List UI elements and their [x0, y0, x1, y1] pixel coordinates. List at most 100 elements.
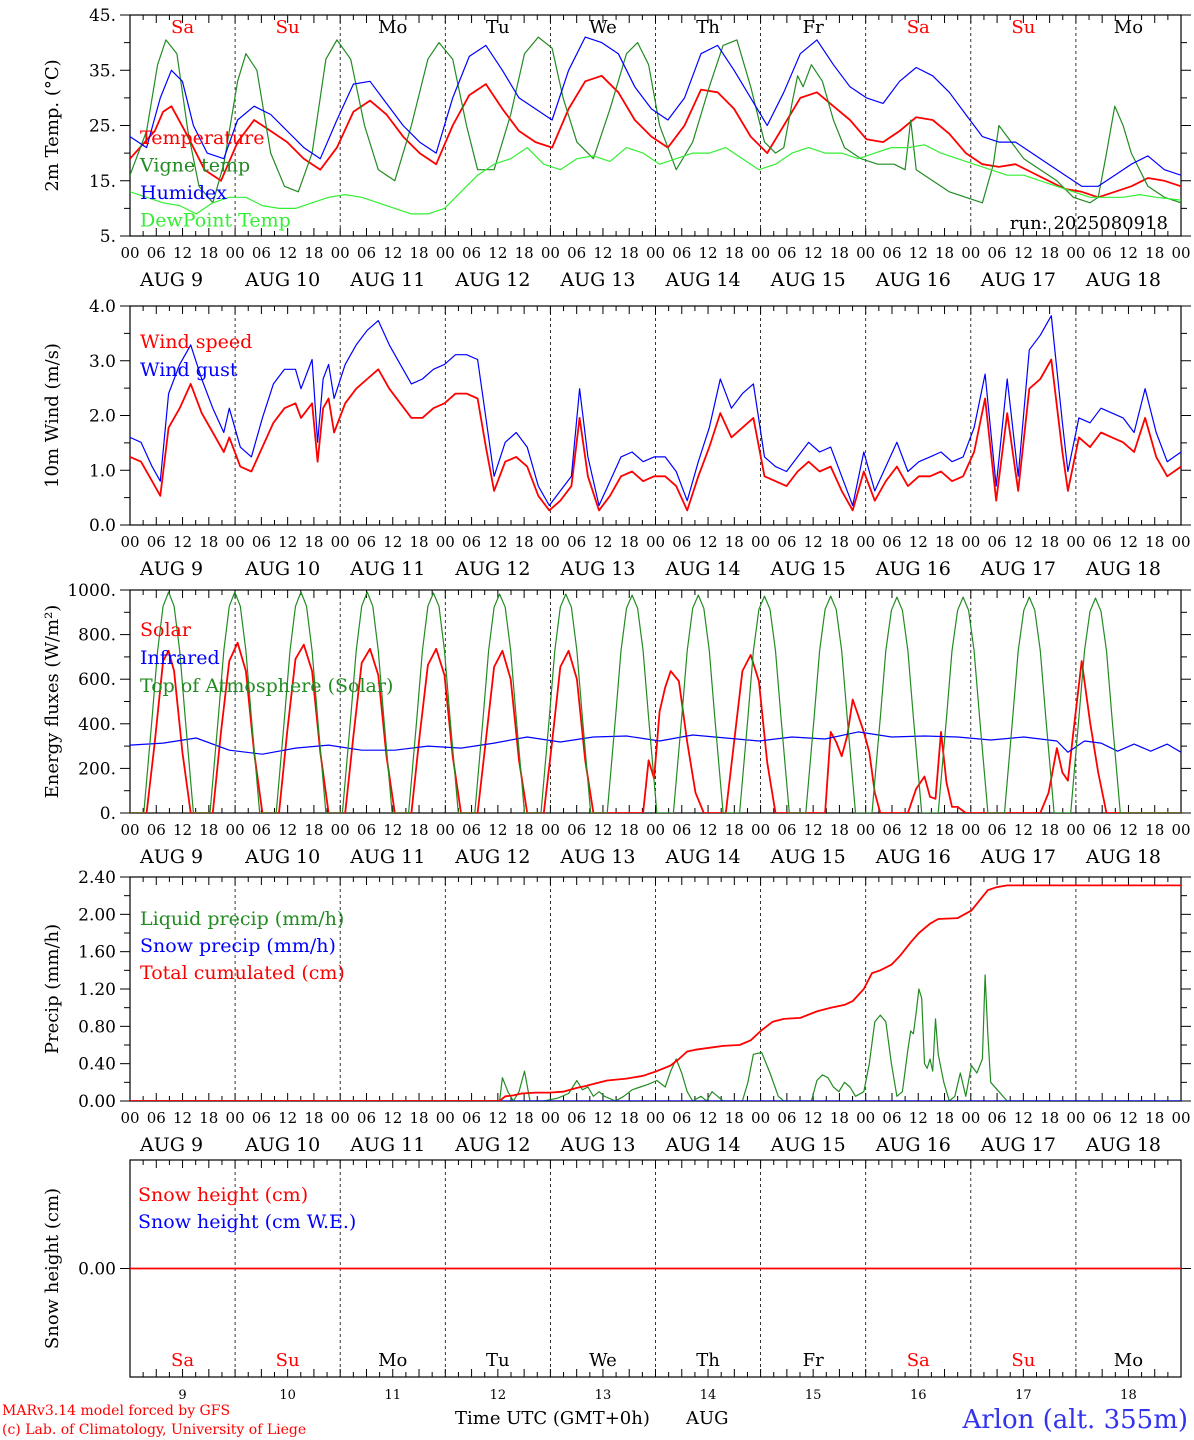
panel-4: 0.00 0.40 0.80 1.20 1.60 2.00 2.40 Precip (mm/h… — [42, 868, 1191, 1156]
x-hour-label: 18 — [1040, 1109, 1059, 1127]
y-tick-label: 2.40 — [78, 868, 116, 888]
date-number-label: 18 — [1120, 1388, 1137, 1403]
x-date-label: AUG 14 — [665, 269, 741, 291]
y-axis-label: Snow height (cm) — [42, 1188, 63, 1349]
x-hour-label: 18 — [1040, 821, 1059, 839]
date-number-label: 13 — [595, 1388, 612, 1403]
x-date-label: AUG 9 — [139, 846, 203, 868]
x-hour-label: 06 — [567, 821, 586, 839]
x-hour-label: 18 — [620, 244, 639, 262]
x-hour-label: 18 — [1145, 1109, 1164, 1127]
x-hour-label: 18 — [515, 244, 534, 262]
x-hour-label: 12 — [1119, 533, 1138, 551]
x-hour-label: 18 — [935, 533, 954, 551]
weekday-label: Su — [1011, 17, 1035, 38]
x-date-label: AUG 14 — [665, 1134, 741, 1156]
x-date-label: AUG 11 — [349, 1134, 425, 1156]
x-date-label: AUG 11 — [349, 269, 425, 291]
x-hour-label: 06 — [1093, 1109, 1112, 1127]
series-line-2 — [130, 591, 1181, 813]
x-hour-label: 18 — [725, 533, 744, 551]
x-date-label: AUG 9 — [139, 558, 203, 580]
x-hour-label: 06 — [777, 533, 796, 551]
date-number-label: 17 — [1015, 1388, 1032, 1403]
y-tick-label: 0.40 — [78, 1055, 116, 1075]
x-date-label: AUG 12 — [454, 558, 530, 580]
legend-entry: Infrared — [140, 647, 220, 669]
x-date-label: AUG 12 — [454, 269, 530, 291]
weekday-label: We — [589, 1350, 617, 1371]
x-hour-label: 06 — [252, 821, 271, 839]
x-date-label: AUG 10 — [244, 269, 320, 291]
legend-entry: Humidex — [140, 182, 227, 204]
weekday-label: Th — [696, 17, 720, 38]
x-hour-label: 12 — [593, 1109, 612, 1127]
x-hour-label: 18 — [830, 533, 849, 551]
x-axis-label: Time UTC (GMT+0h) — [455, 1408, 650, 1429]
x-hour-label: 00 — [961, 533, 980, 551]
x-date-label: AUG 10 — [244, 846, 320, 868]
x-hour-label: 00 — [646, 1109, 665, 1127]
weekday-label: Mo — [378, 1350, 407, 1371]
legend-entry: Wind gust — [140, 359, 238, 381]
weekday-label: Tu — [486, 17, 510, 38]
x-hour-label: 00 — [436, 1109, 455, 1127]
y-tick-label: 800. — [78, 626, 116, 646]
x-hour-label: 12 — [278, 244, 297, 262]
x-hour-label: 06 — [462, 821, 481, 839]
x-hour-label: 00 — [541, 244, 560, 262]
x-hour-label: 00 — [541, 533, 560, 551]
x-date-label: AUG 14 — [665, 846, 741, 868]
y-tick-label: 35. — [89, 61, 116, 81]
date-number-label: 15 — [805, 1388, 822, 1403]
x-date-label: AUG 10 — [244, 558, 320, 580]
x-date-label: AUG 17 — [980, 269, 1056, 291]
y-tick-label: 400. — [78, 715, 116, 735]
weekday-label: Th — [696, 1350, 720, 1371]
x-hour-label: 12 — [1119, 821, 1138, 839]
weekday-label: Fr — [803, 1350, 824, 1371]
legend-entry: Liquid precip (mm/h) — [140, 908, 344, 930]
x-hour-label: 12 — [593, 533, 612, 551]
series-line-0 — [130, 974, 1181, 1101]
x-hour-label: 12 — [173, 244, 192, 262]
x-hour-label: 06 — [777, 1109, 796, 1127]
x-hour-label: 18 — [304, 821, 323, 839]
x-hour-label: 00 — [331, 533, 350, 551]
y-axis-label: 10m Wind (m/s) — [42, 343, 63, 488]
x-hour-label: 12 — [383, 244, 402, 262]
x-hour-label: 06 — [252, 244, 271, 262]
legend-entry: Snow height (cm) — [138, 1184, 308, 1206]
x-hour-label: 12 — [278, 533, 297, 551]
legend-entry: Total cumulated (cm) — [140, 962, 345, 984]
x-hour-label: 12 — [488, 821, 507, 839]
x-date-label: AUG 13 — [559, 846, 635, 868]
x-hour-label: 06 — [882, 244, 901, 262]
x-hour-label: 18 — [409, 533, 428, 551]
x-hour-label: 12 — [909, 1109, 928, 1127]
x-hour-label: 12 — [278, 1109, 297, 1127]
x-hour-label: 06 — [1093, 533, 1112, 551]
y-tick-label: 0.0 — [89, 516, 116, 536]
x-hour-label: 18 — [409, 821, 428, 839]
x-hour-label: 00 — [961, 244, 980, 262]
y-tick-label: 4.0 — [89, 297, 116, 317]
x-hour-label: 18 — [199, 244, 218, 262]
x-hour-label: 00 — [646, 244, 665, 262]
x-hour-label: 00 — [331, 821, 350, 839]
x-hour-label: 00 — [436, 244, 455, 262]
x-hour-label: 00 — [646, 533, 665, 551]
x-hour-label: 12 — [173, 533, 192, 551]
x-hour-label: 06 — [882, 821, 901, 839]
x-hour-label: 18 — [725, 1109, 744, 1127]
x-hour-label: 06 — [567, 1109, 586, 1127]
x-hour-label: 12 — [804, 533, 823, 551]
x-hour-label: 18 — [409, 244, 428, 262]
x-hour-label: 00 — [1171, 1109, 1190, 1127]
y-tick-label: 0. — [100, 804, 116, 824]
x-hour-label: 00 — [856, 533, 875, 551]
legend-entry: Solar — [140, 619, 192, 641]
y-tick-label: 15. — [89, 172, 116, 192]
x-hour-label: 06 — [882, 533, 901, 551]
